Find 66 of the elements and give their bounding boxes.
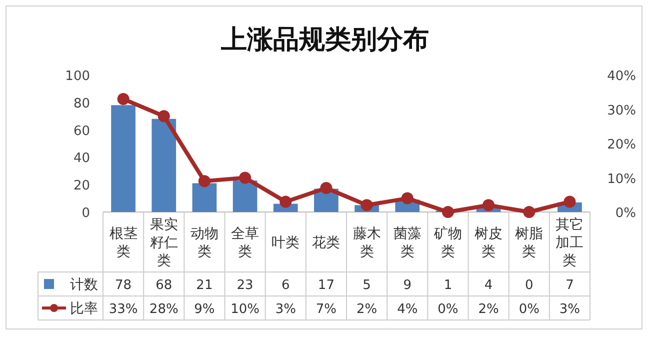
point (564, 196, 576, 208)
data-label: 23 (236, 278, 254, 293)
point (442, 206, 454, 218)
data-label: 0% (438, 302, 458, 317)
bar (192, 183, 217, 212)
point (401, 192, 414, 204)
data-label: 7 (566, 278, 574, 293)
point (320, 182, 332, 194)
legend-label: 比率 (70, 301, 98, 317)
point (117, 92, 130, 105)
y-tick-label: 0 (82, 206, 90, 221)
data-label: 1 (444, 278, 452, 293)
x-tick-label: 树皮类 (474, 226, 503, 260)
x-tick-label: 藤木类 (352, 226, 381, 260)
bar (232, 180, 258, 212)
y-tick-label: 80 (73, 96, 90, 112)
x-tick-label: 树脂类 (515, 226, 544, 260)
x-tick-label: 矿物类 (432, 226, 462, 260)
legend-label: 计数 (70, 277, 98, 293)
data-label: 4% (397, 302, 418, 317)
data-label: 2% (478, 302, 499, 317)
point (523, 206, 536, 218)
data-label: 3% (559, 302, 580, 317)
x-tick-label: 全草类 (231, 226, 260, 260)
point (360, 199, 373, 212)
data-label: 9 (403, 278, 412, 293)
data-label: 5 (362, 278, 371, 293)
data-label: 10% (230, 302, 260, 317)
y2-tick-label: 10% (607, 172, 636, 187)
point (239, 172, 252, 184)
x-tick-label: 果实籽仁类 (150, 217, 178, 269)
x-tick-label: 其它加工类 (556, 217, 584, 269)
data-label: 4 (484, 278, 493, 293)
data-label: 3% (275, 302, 296, 317)
y-tick-label: 60 (73, 124, 90, 139)
x-tick-label: 叶类 (272, 235, 300, 251)
data-label: 68 (156, 278, 172, 293)
y-tick-label: 40 (73, 151, 90, 166)
bar (111, 105, 136, 212)
point (158, 110, 170, 122)
data-label: 9% (194, 302, 215, 317)
point (198, 175, 210, 188)
data-label: 28% (149, 302, 178, 317)
y-tick-label: 20 (73, 178, 90, 194)
data-label: 21 (196, 278, 213, 293)
data-label: 17 (318, 278, 334, 293)
chart-title: 上涨品规类别分布 (220, 25, 429, 55)
x-tick-label: 根茎类 (109, 226, 138, 260)
bar (152, 118, 176, 212)
x-tick-label: 菌藻类 (393, 226, 422, 260)
data-label: 0 (524, 278, 534, 293)
x-tick-label: 花类 (312, 235, 340, 251)
data-label: 6 (281, 278, 290, 293)
data-label: 78 (115, 278, 132, 293)
data-label: 33% (108, 302, 138, 317)
data-label: 2% (356, 302, 378, 317)
point (482, 199, 495, 212)
y2-tick-label: 0% (615, 206, 636, 221)
y-tick-label: 100 (65, 69, 90, 84)
data-label: 7% (316, 302, 337, 317)
y2-tick-label: 40% (607, 69, 636, 84)
y2-tick-label: 20% (607, 138, 636, 152)
y2-tick-label: 30% (607, 103, 636, 118)
data-label: 0% (518, 302, 540, 317)
x-tick-label: 动物类 (190, 226, 218, 260)
point (280, 196, 292, 208)
